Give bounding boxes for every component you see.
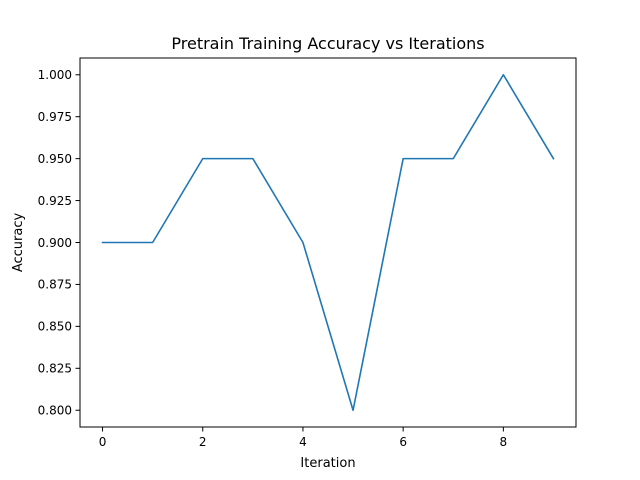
x-tick-label: 2	[199, 435, 207, 449]
y-axis-label: Accuracy	[11, 213, 26, 273]
y-tick-label: 0.825	[38, 362, 72, 376]
x-axis: 0 2 4 6 8	[99, 427, 507, 449]
x-tick-label: 6	[399, 435, 407, 449]
x-tick-label: 8	[500, 435, 508, 449]
series-group	[101, 73, 555, 412]
x-tick-label: 4	[299, 435, 307, 449]
x-axis-label: Iteration	[300, 456, 355, 471]
plot-area	[79, 57, 577, 428]
y-axis: 0.800 0.825 0.850 0.875 0.900 0.925 0.950 0.975…	[38, 68, 80, 418]
y-tick-label: 0.800	[38, 404, 72, 418]
chart-title: Pretrain Training Accuracy vs Iterations	[171, 34, 484, 53]
y-tick-label: 0.900	[38, 236, 72, 250]
x-tick-label: 0	[99, 435, 107, 449]
series-line-0	[101, 73, 555, 412]
y-tick-label: 0.950	[38, 152, 72, 166]
y-tick-label: 0.850	[38, 320, 72, 334]
y-tick-label: 0.925	[38, 194, 72, 208]
y-tick-label: 0.875	[38, 278, 72, 292]
y-tick-label: 0.975	[38, 110, 72, 124]
plot-frame	[79, 57, 577, 428]
y-tick-label: 1.000	[38, 68, 72, 82]
